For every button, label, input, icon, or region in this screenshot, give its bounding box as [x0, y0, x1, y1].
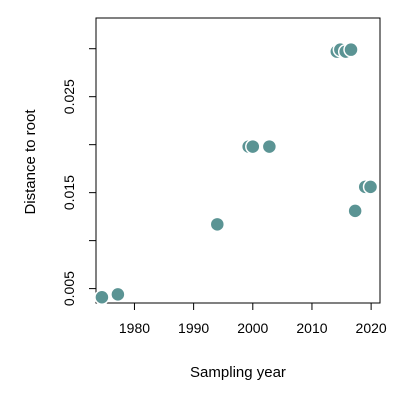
y-axis: 0.005 0.015 0.025 — [61, 48, 96, 306]
y-tick-label: 0.005 — [61, 271, 77, 306]
plot-frame — [95, 17, 381, 304]
x-tick-label: 2000 — [237, 320, 268, 336]
data-point — [110, 286, 126, 303]
y-axis-title: Distance to root — [22, 109, 39, 215]
x-tick-label: 2020 — [356, 320, 387, 336]
data-point — [347, 203, 363, 219]
x-tick-label: 1980 — [119, 320, 150, 336]
y-tick-label: 0.015 — [61, 175, 77, 210]
data-point — [209, 216, 226, 233]
data-point — [343, 41, 359, 58]
x-tick-label: 1990 — [178, 320, 209, 336]
data-point — [94, 289, 110, 305]
x-tick-label: 2010 — [296, 320, 327, 336]
data-points — [94, 41, 379, 305]
x-axis-title: Sampling year — [190, 364, 286, 381]
data-point — [362, 179, 379, 195]
data-point — [261, 138, 278, 155]
y-tick-label: 0.025 — [61, 79, 77, 114]
x-axis: 1980 1990 2000 2010 2020 — [119, 303, 387, 336]
data-point — [245, 138, 261, 155]
